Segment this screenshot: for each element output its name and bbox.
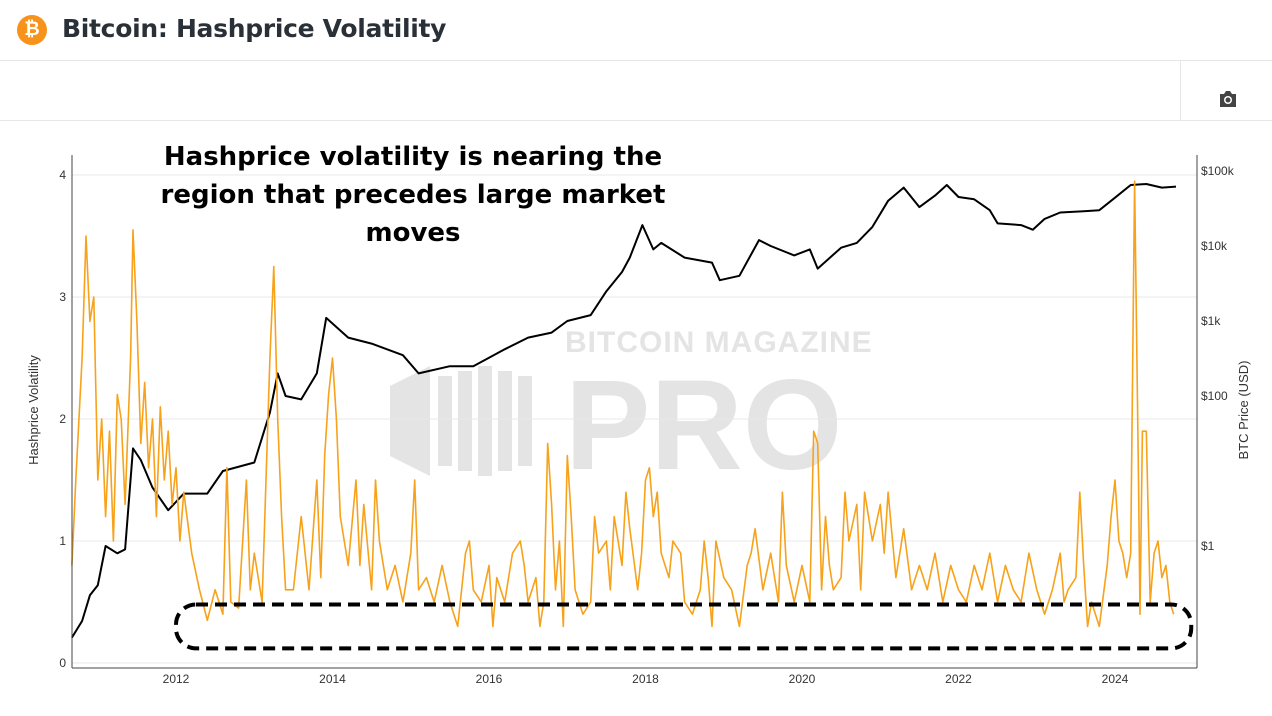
annotation-line1: Hashprice volatility is nearing the — [163, 142, 663, 172]
y-tick-label: 1 — [59, 534, 66, 548]
toolbar-divider — [1180, 60, 1181, 120]
hashprice-volatility-line — [71, 180, 1175, 628]
y2-tick-label: $100 — [1201, 389, 1228, 403]
y-tick-label: 3 — [59, 290, 66, 304]
y-tick-label: 4 — [59, 168, 66, 182]
x-tick-label: 2014 — [319, 672, 346, 686]
x-tick-label: 2016 — [476, 672, 503, 686]
y-axis-title: Hashprice Volatility — [26, 355, 41, 465]
highlight-box — [174, 602, 1194, 651]
page-title: Bitcoin: Hashprice Volatility — [62, 14, 447, 43]
x-tick-label: 2020 — [789, 672, 816, 686]
x-tick-label: 2022 — [945, 672, 972, 686]
chart-toolbar — [0, 60, 1272, 121]
x-tick-label: 2012 — [163, 672, 190, 686]
chart: 0 1 2 3 4 $1 $100 $1k $10k $100k 2012 2014 2016 2018 2… — [26, 155, 1251, 686]
annotation: Hashprice volatility is nearing the regi… — [113, 138, 713, 252]
y-tick-label: 0 — [59, 656, 66, 670]
y2-tick-label: $100k — [1201, 164, 1235, 178]
y2-axis-title: BTC Price (USD) — [1236, 361, 1251, 460]
annotation-line2: region that precedes large market moves — [160, 180, 666, 248]
btc-price-line — [71, 183, 1177, 639]
camera-icon[interactable] — [1218, 88, 1238, 110]
y2-tick-label: $1 — [1201, 539, 1215, 553]
x-tick-label: 2024 — [1102, 672, 1129, 686]
bitcoin-icon: ₿ — [17, 15, 47, 45]
header: ₿ Bitcoin: Hashprice Volatility — [0, 0, 1272, 61]
x-tick-label: 2018 — [632, 672, 659, 686]
y-tick-label: 2 — [59, 412, 66, 426]
y2-tick-label: $10k — [1201, 239, 1228, 253]
y2-tick-label: $1k — [1201, 314, 1221, 328]
